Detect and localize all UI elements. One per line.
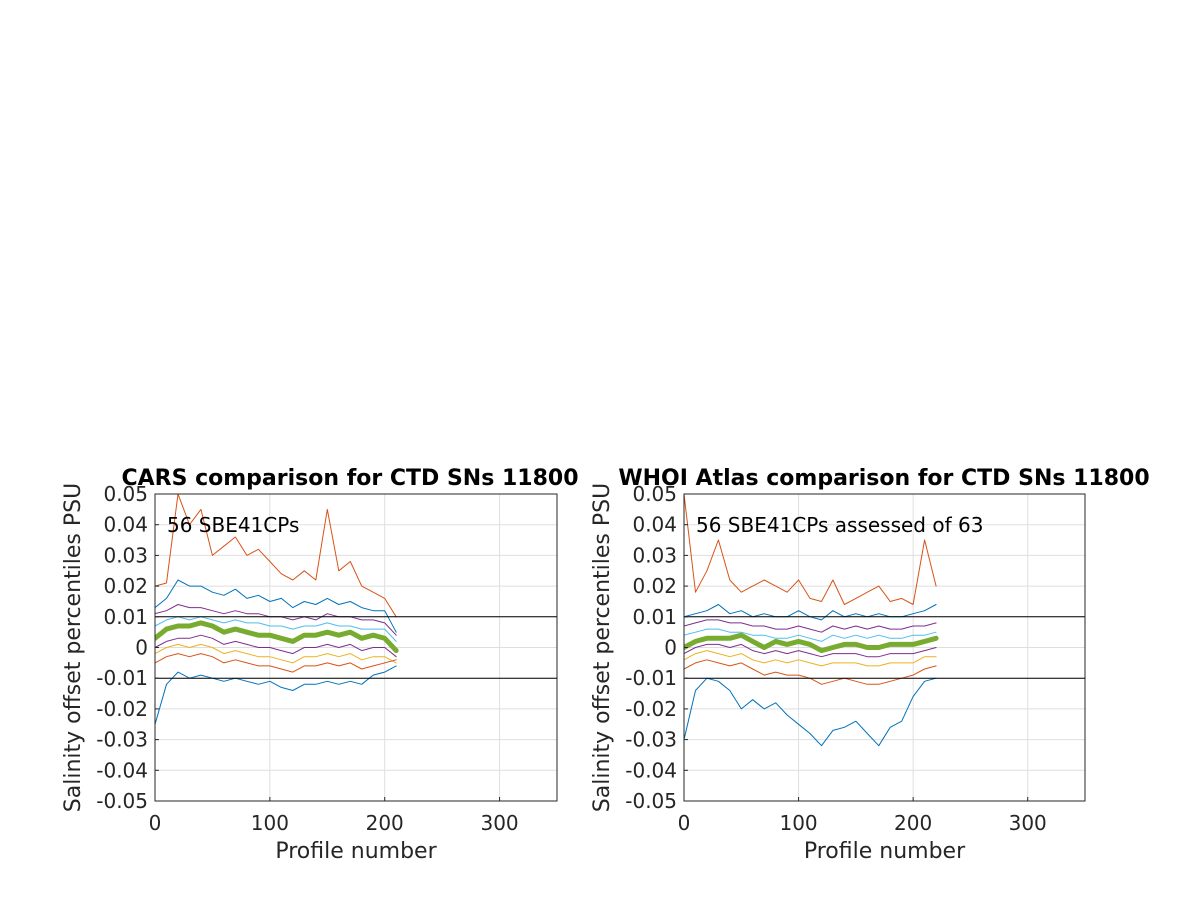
y-tick-label: -0.04 bbox=[625, 758, 677, 782]
y-tick-label: -0.01 bbox=[96, 666, 148, 690]
series-line-6 bbox=[684, 650, 937, 667]
y-tick-label: 0 bbox=[135, 636, 148, 660]
y-tick-label: -0.02 bbox=[625, 697, 677, 721]
y-tick-label: 0.04 bbox=[103, 513, 148, 537]
x-tick-label: 100 bbox=[251, 811, 289, 835]
series-line-5 bbox=[684, 643, 937, 658]
y-tick-label: 0.01 bbox=[103, 605, 148, 629]
series-line-0 bbox=[155, 494, 397, 618]
series-line-4 bbox=[684, 632, 939, 654]
series-line-3 bbox=[155, 616, 397, 642]
y-tick-label: -0.04 bbox=[96, 758, 148, 782]
y-tick-label: 0 bbox=[664, 636, 677, 660]
cars-comparison-panel: 0 100 200 300 -0.05 -0.04 -0.03 -0.02 -0.01 0 0.01… bbox=[61, 466, 579, 864]
series-group bbox=[155, 494, 399, 725]
y-tick-label: 0.05 bbox=[103, 482, 148, 506]
series-line-1 bbox=[155, 579, 397, 633]
x-tick-label: 0 bbox=[149, 811, 162, 835]
y-tick-label: -0.02 bbox=[96, 697, 148, 721]
x-tick-label: 0 bbox=[678, 811, 691, 835]
x-axis-label: Profile number bbox=[804, 839, 966, 864]
y-tick-label: -0.05 bbox=[625, 789, 677, 813]
series-line-8 bbox=[684, 677, 937, 747]
chart-title: WHOI Atlas comparison for CTD SNs 11800 bbox=[618, 466, 1149, 491]
annotation-text: 56 SBE41CPs bbox=[167, 513, 299, 537]
y-tick-label: 0.04 bbox=[632, 513, 677, 537]
y-tick-label: 0.05 bbox=[632, 482, 677, 506]
y-tick-label: 0.02 bbox=[632, 574, 677, 598]
series-line-6 bbox=[155, 643, 397, 664]
x-axis-label: Profile number bbox=[275, 839, 437, 864]
y-tick-label: 0.03 bbox=[632, 543, 677, 567]
x-tick-label: 300 bbox=[1009, 811, 1047, 835]
series-line-2 bbox=[684, 619, 937, 633]
x-tick-label: 100 bbox=[779, 811, 817, 835]
series-line-5 bbox=[155, 634, 397, 658]
series-line-0 bbox=[684, 494, 937, 605]
x-tick-label: 200 bbox=[894, 811, 932, 835]
y-axis-label: Salinity offset percentiles PSU bbox=[61, 483, 86, 812]
series-line-4 bbox=[155, 620, 399, 654]
y-tick-label: -0.01 bbox=[625, 666, 677, 690]
x-tick-label: 300 bbox=[480, 811, 518, 835]
y-tick-label: -0.05 bbox=[96, 789, 148, 813]
annotation-text: 56 SBE41CPs assessed of 63 bbox=[696, 513, 983, 537]
series-line-8 bbox=[155, 665, 397, 725]
chart-title: CARS comparison for CTD SNs 11800 bbox=[121, 466, 578, 491]
series-line-7 bbox=[155, 653, 397, 673]
y-tick-label: -0.03 bbox=[96, 728, 148, 752]
x-tick-label: 200 bbox=[366, 811, 404, 835]
series-line-3 bbox=[684, 628, 937, 642]
whoi-atlas-comparison-panel: 0 100 200 300 -0.05 -0.04 -0.03 -0.02 -0.01 0 0.01… bbox=[590, 466, 1150, 864]
y-axis-label: Salinity offset percentiles PSU bbox=[590, 483, 615, 812]
y-tick-label: 0.01 bbox=[632, 605, 677, 629]
y-tick-label: 0.03 bbox=[103, 543, 148, 567]
y-tick-label: 0.02 bbox=[103, 574, 148, 598]
y-tick-label: -0.03 bbox=[625, 728, 677, 752]
